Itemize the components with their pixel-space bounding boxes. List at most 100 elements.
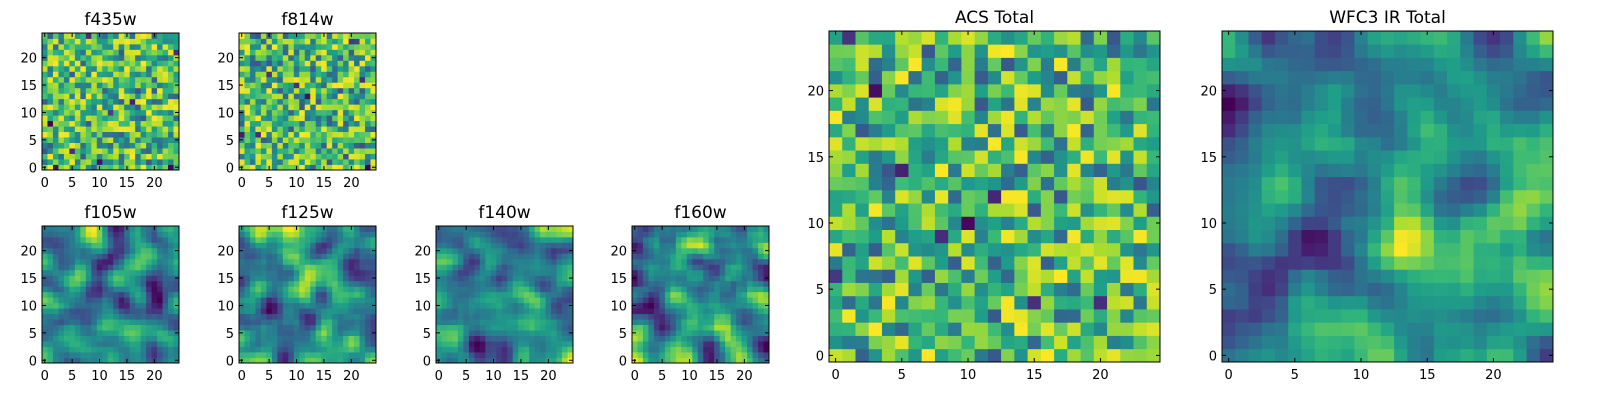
heatmap-cell [1040, 295, 1055, 310]
heatmap-cell [1513, 189, 1527, 204]
heatmap-cell [157, 148, 163, 154]
heatmap-cell [659, 291, 666, 298]
heatmap-cell [107, 120, 114, 127]
heatmap-cell [47, 82, 54, 89]
heatmap-cell [567, 313, 574, 320]
heatmap-cell [987, 57, 1002, 72]
heatmap-cell [321, 330, 328, 336]
heatmap-cell [365, 357, 371, 364]
heatmap-cell [129, 275, 136, 282]
heatmap-cell [47, 253, 54, 260]
y-tick-label: 10 [414, 299, 431, 314]
heatmap-cell [168, 242, 174, 249]
heatmap-cell [282, 291, 289, 298]
heatmap-cell [293, 159, 300, 165]
heatmap-cell [326, 43, 333, 50]
heatmap-cell [1367, 348, 1382, 363]
heatmap-cell [157, 137, 163, 143]
heatmap-cell [562, 308, 568, 315]
heatmap-cell [63, 330, 70, 336]
heatmap-cell [337, 297, 344, 304]
heatmap-cell [551, 319, 557, 326]
heatmap-cell [85, 346, 92, 353]
heatmap-cell [1146, 31, 1161, 45]
heatmap-cell [304, 76, 311, 83]
y-tick-label: 15 [414, 272, 431, 287]
heatmap-cell [63, 65, 70, 72]
heatmap-cell [85, 264, 92, 271]
heatmap-cell [730, 236, 737, 243]
heatmap-cell [359, 148, 366, 154]
heatmap-cell [457, 324, 464, 331]
heatmap-cell [326, 330, 333, 336]
heatmap-cell [1526, 348, 1541, 363]
x-tick-label: 10 [91, 176, 108, 191]
heatmap-cell [474, 226, 481, 232]
heatmap-cell [107, 297, 114, 304]
heatmap-cell [1120, 136, 1134, 151]
heatmap-cell [842, 203, 856, 217]
heatmap-cell [288, 308, 295, 315]
heatmap-cell [244, 60, 251, 67]
heatmap-cell [102, 280, 109, 287]
heatmap-cell [282, 104, 289, 111]
heatmap-cell [63, 247, 70, 254]
heatmap-cell [512, 231, 519, 238]
heatmap-cell [244, 137, 251, 143]
heatmap-cell [80, 109, 87, 116]
heatmap-cell [173, 93, 180, 100]
x-tick-label: 20 [343, 369, 360, 384]
heatmap-cell [52, 226, 59, 232]
heatmap-cell [255, 98, 262, 105]
heatmap-cell [244, 346, 251, 353]
heatmap-cell [69, 302, 76, 309]
heatmap-cell [1248, 335, 1263, 350]
heatmap-cell [102, 131, 109, 138]
heatmap-cell [1107, 229, 1121, 244]
heatmap-cell [310, 253, 317, 260]
heatmap-cell [758, 341, 764, 347]
heatmap-cell [562, 275, 568, 282]
heatmap-cell [124, 126, 131, 133]
heatmap-cell [315, 341, 322, 347]
heatmap-cell [348, 302, 355, 309]
heatmap-cell [244, 49, 251, 56]
heatmap-cell [146, 341, 152, 347]
heatmap-cell [1354, 242, 1369, 257]
heatmap-cell [725, 313, 732, 320]
heatmap-cell [948, 203, 962, 217]
heatmap-cell [1473, 309, 1488, 323]
heatmap-cell [659, 236, 666, 243]
heatmap-cell [1093, 269, 1108, 283]
heatmap-cell [293, 297, 300, 304]
heatmap-cell [173, 346, 180, 353]
heatmap-cell [47, 76, 54, 83]
heatmap-cell [868, 335, 883, 350]
heatmap-cell [63, 38, 70, 45]
heatmap-cell [310, 148, 317, 154]
heatmap-cell [63, 242, 70, 249]
heatmap-cell [714, 231, 721, 238]
heatmap-cell [96, 264, 103, 271]
heatmap-cell [288, 148, 295, 154]
heatmap-cell [842, 256, 856, 270]
heatmap-cell [719, 319, 726, 326]
heatmap-cell [326, 226, 333, 232]
heatmap-cell [359, 164, 366, 171]
heatmap-cell [507, 346, 514, 353]
heatmap-cell [855, 256, 870, 270]
heatmap-cell [1539, 163, 1554, 178]
heatmap-cell [135, 242, 142, 249]
heatmap-cell [370, 286, 377, 293]
heatmap-cell [315, 324, 322, 331]
heatmap-cell [523, 231, 530, 238]
heatmap-cell [562, 253, 568, 260]
heatmap-cell [239, 297, 245, 304]
heatmap-cell [1235, 189, 1249, 204]
heatmap-cell [653, 264, 660, 271]
heatmap-cell [365, 159, 371, 165]
heatmap-cell [1014, 136, 1028, 151]
heatmap-cell [868, 216, 883, 230]
heatmap-cell [1027, 70, 1042, 85]
heatmap-cell [255, 308, 262, 315]
